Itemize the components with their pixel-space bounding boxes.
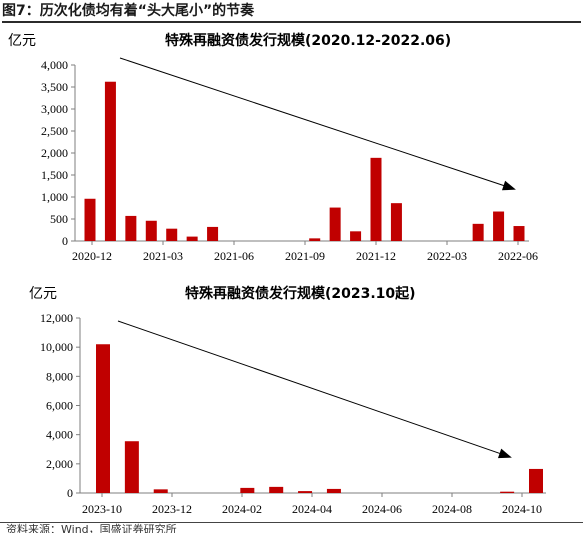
chart1-x-tick-label: 2022-03 xyxy=(427,249,467,263)
chart2-x-tick-label: 2024-10 xyxy=(502,502,542,516)
chart1-bar xyxy=(166,228,178,241)
chart1-y-tick-label: 2,500 xyxy=(41,124,68,138)
figure-title: 图7：历次化债均有着“头大尾小”的节奏 xyxy=(2,1,581,23)
chart1-bar xyxy=(309,238,321,241)
chart1-bar xyxy=(513,226,525,241)
chart1-x-tick-label: 2021-12 xyxy=(356,249,396,263)
chart2-bar xyxy=(500,491,515,493)
chart1-bar xyxy=(104,81,116,241)
chart2-bar xyxy=(326,488,341,493)
chart2-trend-arrowhead xyxy=(497,448,512,459)
chart1-x-tick-label: 2020-12 xyxy=(72,249,112,263)
chart2-trend-arrow xyxy=(117,320,511,458)
chart1-unit-label: 亿元 xyxy=(8,33,36,49)
chart1-y-tick-label: 4,000 xyxy=(41,58,68,72)
chart2-x-tick-label: 2024-08 xyxy=(432,502,472,516)
chart1-trend-arrow xyxy=(119,57,515,190)
chart1-x-tick-label: 2022-06 xyxy=(498,249,538,263)
chart2-x-tick-label: 2024-02 xyxy=(222,502,262,516)
chart1-bar xyxy=(370,157,382,241)
chart2-svg: 0 2,000 4,000 6,000 8,000 10,000 12,000 2023-10… xyxy=(40,311,546,516)
chart2-x-tick-label: 2023-10 xyxy=(82,502,122,516)
source-footer: 资料来源：Wind，国盛证券研究所 xyxy=(0,522,583,533)
chart1-bar xyxy=(186,236,198,241)
chart2-unit-label: 亿元 xyxy=(29,286,57,302)
chart1-x-tick-label: 2021-09 xyxy=(285,249,325,263)
chart2-bar xyxy=(96,344,110,493)
chart1-y-tick-label: 3,000 xyxy=(41,102,68,116)
chart2-x-tick-label: 2023-12 xyxy=(152,502,192,516)
chart1-bar xyxy=(125,215,137,241)
chart2-x-tick-label: 2024-04 xyxy=(292,502,332,516)
chart2-bar xyxy=(153,489,168,493)
chart1-bar xyxy=(145,220,157,241)
chart2-y-tick-label: 4,000 xyxy=(46,428,73,442)
chart2-bar xyxy=(269,486,284,493)
chart1-x-tick-label: 2021-03 xyxy=(143,249,183,263)
chart1-bar xyxy=(207,226,219,241)
chart2-y-tick-label: 2,000 xyxy=(46,457,73,471)
chart2-y-tick-label: 12,000 xyxy=(40,311,73,325)
chart1-bar xyxy=(329,207,341,241)
chart2-y-tick-label: 8,000 xyxy=(46,369,73,383)
chart1-bar xyxy=(350,231,362,241)
chart2-x-tick-label: 2024-06 xyxy=(362,502,402,516)
chart1-trend-arrowhead xyxy=(501,180,516,191)
chart1-bar xyxy=(390,203,402,241)
chart1-y-tick-label: 500 xyxy=(50,212,68,226)
chart2-bar xyxy=(240,487,255,493)
chart2-bar xyxy=(124,441,139,493)
chart2-y-tick-label: 6,000 xyxy=(46,399,73,413)
chart1-y-tick-label: 0 xyxy=(62,234,68,248)
chart1-y-tick-label: 1,500 xyxy=(41,168,68,182)
chart2-y-tick-label: 10,000 xyxy=(40,340,73,354)
chart2-bar xyxy=(298,491,313,493)
chart2-bar xyxy=(529,468,543,493)
chart1-bar xyxy=(493,211,505,241)
chart1-svg: 0 500 1,000 1,500 2,000 2,500 3,000 3,500 4,000 2… xyxy=(41,57,538,263)
chart2-title: 特殊再融资债发行规模(2023.10起) xyxy=(185,286,416,302)
chart1-bar xyxy=(472,223,484,241)
chart1-x-tick-label: 2021-06 xyxy=(214,249,254,263)
chart1-y-tick-label: 3,500 xyxy=(41,80,68,94)
chart2-y-tick-label: 0 xyxy=(67,486,73,500)
chart1-y-tick-label: 1,000 xyxy=(41,190,68,204)
chart1-title: 特殊再融资债发行规模(2020.12-2022.06) xyxy=(165,33,452,49)
chart1-y-tick-label: 2,000 xyxy=(41,146,68,160)
chart1-bar xyxy=(84,198,96,241)
